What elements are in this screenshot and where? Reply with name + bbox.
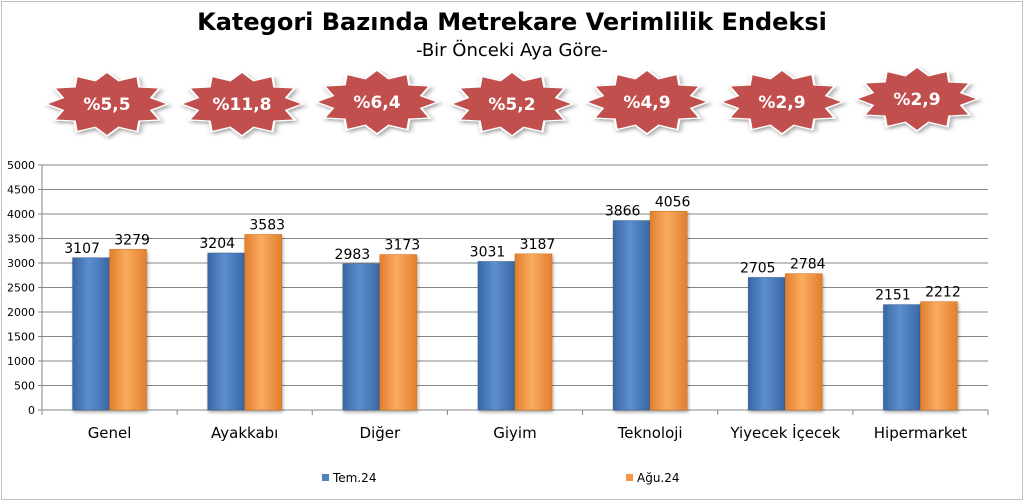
bar-agu24 bbox=[649, 211, 688, 411]
chart-subtitle: -Bir Önceki Aya Göre- bbox=[415, 40, 609, 61]
data-label: 3107 bbox=[64, 241, 100, 257]
category-label: Yiyecek İçecek bbox=[729, 423, 840, 442]
data-label: 4056 bbox=[655, 194, 691, 210]
change-badge bbox=[314, 68, 440, 136]
y-tick-label: 3000 bbox=[7, 257, 35, 270]
data-label: 3583 bbox=[249, 217, 285, 233]
change-badge-label: %11,8 bbox=[213, 95, 272, 115]
bar-agu24 bbox=[244, 234, 282, 411]
starburst-icon bbox=[449, 70, 575, 138]
starburst-icon bbox=[854, 65, 980, 133]
bar-tem24 bbox=[612, 220, 651, 411]
data-label: 2705 bbox=[740, 260, 776, 276]
legend-label: Ağu.24 bbox=[637, 471, 680, 485]
change-badge bbox=[719, 68, 845, 136]
change-badge bbox=[44, 70, 170, 138]
bar-tem24 bbox=[477, 261, 516, 411]
y-tick-label: 1500 bbox=[7, 331, 35, 344]
data-label: 2151 bbox=[875, 288, 911, 304]
data-label: 3204 bbox=[199, 236, 235, 252]
y-tick-label: 2000 bbox=[7, 306, 35, 319]
data-label: 2983 bbox=[335, 247, 371, 263]
data-label: 3279 bbox=[114, 232, 150, 248]
bar-tem24 bbox=[883, 304, 921, 411]
data-label: 2784 bbox=[790, 257, 826, 273]
change-badge bbox=[854, 65, 980, 133]
category-label: Diğer bbox=[360, 424, 401, 442]
category-label: Hipermarket bbox=[874, 424, 967, 442]
bar-agu24 bbox=[109, 249, 147, 411]
change-badge bbox=[449, 70, 575, 138]
y-tick-label: 0 bbox=[28, 404, 35, 417]
bar-tem24 bbox=[207, 252, 245, 411]
y-tick-label: 3500 bbox=[7, 233, 35, 246]
legend-swatch bbox=[626, 474, 633, 481]
change-badge-label: %2,9 bbox=[893, 90, 940, 110]
starburst-icon bbox=[179, 70, 305, 138]
starburst-icon bbox=[719, 68, 845, 136]
y-tick-label: 1000 bbox=[7, 355, 35, 368]
y-tick-label: 5000 bbox=[7, 159, 35, 172]
bar-agu24 bbox=[514, 253, 553, 411]
change-badge-label: %2,9 bbox=[758, 93, 805, 113]
data-label: 3866 bbox=[605, 204, 641, 220]
bar-tem24 bbox=[748, 277, 786, 411]
category-label: Genel bbox=[88, 424, 132, 442]
starburst-icon bbox=[584, 68, 710, 136]
y-tick-label: 4500 bbox=[7, 184, 35, 197]
starburst-icon bbox=[44, 70, 170, 138]
change-badge-label: %5,2 bbox=[488, 95, 535, 115]
y-tick-label: 500 bbox=[14, 380, 35, 393]
bar-tem24 bbox=[342, 263, 381, 411]
category-label: Ayakkabı bbox=[211, 424, 278, 442]
category-label: Teknoloji bbox=[617, 424, 683, 442]
legend-label: Tem.24 bbox=[332, 471, 376, 485]
bar-agu24 bbox=[785, 273, 823, 411]
data-label: 3031 bbox=[470, 244, 506, 260]
starburst-icon bbox=[314, 68, 440, 136]
y-tick-label: 2500 bbox=[7, 282, 35, 295]
change-badge-label: %4,9 bbox=[623, 93, 670, 113]
change-badge bbox=[179, 70, 305, 138]
change-badge-label: %6,4 bbox=[353, 93, 400, 113]
category-label: Giyim bbox=[493, 424, 536, 442]
change-badge bbox=[584, 68, 710, 136]
change-badge-label: %5,5 bbox=[83, 95, 130, 115]
y-tick-label: 4000 bbox=[7, 208, 35, 221]
legend-swatch bbox=[322, 474, 329, 481]
bar-agu24 bbox=[379, 254, 418, 411]
data-label: 3187 bbox=[520, 237, 556, 253]
bar-agu24 bbox=[920, 301, 958, 411]
chart-title: Kategori Bazında Metrekare Verimlilik En… bbox=[197, 8, 827, 36]
data-label: 3173 bbox=[385, 238, 421, 254]
data-label: 2212 bbox=[925, 285, 961, 301]
bar-tem24 bbox=[72, 257, 110, 411]
